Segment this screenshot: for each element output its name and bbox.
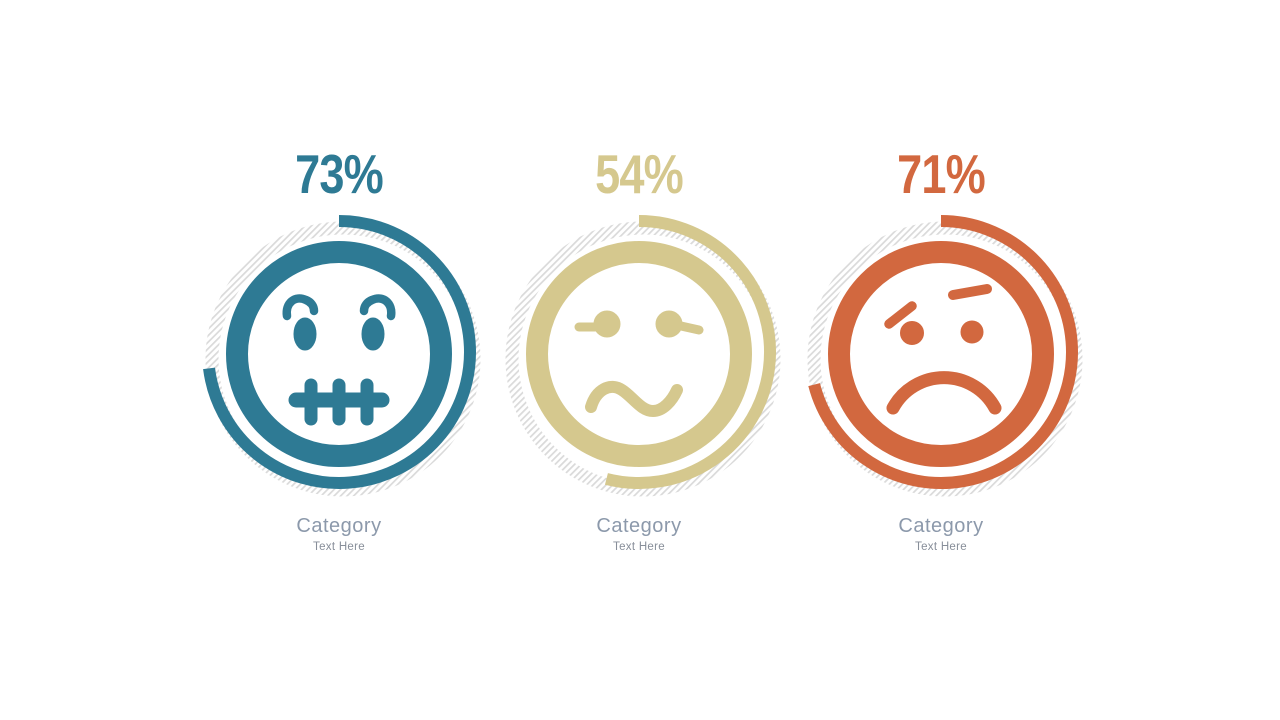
gauge-figure-2: 54% Category Text Here [479,146,799,554]
percent-label-3: 71% [897,143,986,205]
frown-mouth-icon [886,371,1002,415]
squiggle-mouth-icon [585,380,683,418]
emoticon-gauge-zipped [203,215,481,497]
left-eyebrow-icon [282,294,319,321]
sad-face-features [884,284,1002,415]
category-label-1: Category [296,515,382,537]
gauge-figure-3: 71% Category Text Here [781,146,1101,554]
emoticon-gauge-sad [807,215,1083,497]
right-eyebrow-icon [359,294,396,321]
right-eye-icon [960,320,984,344]
face-outline-circle [828,241,1054,467]
confused-face-features [574,310,704,418]
left-eye-icon [293,317,317,351]
zipped-face-features [282,294,396,426]
gauge-progress-arc [808,215,1078,489]
gauge-progress-arc [604,215,776,489]
right-eye-icon [361,317,385,351]
face-outline-circle [526,241,752,467]
left-eye-icon [593,310,621,338]
emoticon-gauge-confused [505,215,781,497]
percent-label-1: 73% [295,143,384,205]
right-eye-dash-icon [676,321,704,335]
percent-label-2: 54% [595,143,684,205]
left-eye-icon [900,321,924,345]
face-outline-circle [226,241,452,467]
category-subtext-1: Text Here [313,541,365,553]
category-label-2: Category [596,515,682,537]
category-subtext-3: Text Here [915,541,967,553]
left-eyebrow-icon [884,301,917,329]
gauge-progress-arc [203,215,476,489]
gauge-figure-1: 73% Category Text Here [179,146,499,554]
category-subtext-2: Text Here [613,541,665,553]
category-label-3: Category [898,515,984,537]
right-eyebrow-icon [948,284,992,300]
